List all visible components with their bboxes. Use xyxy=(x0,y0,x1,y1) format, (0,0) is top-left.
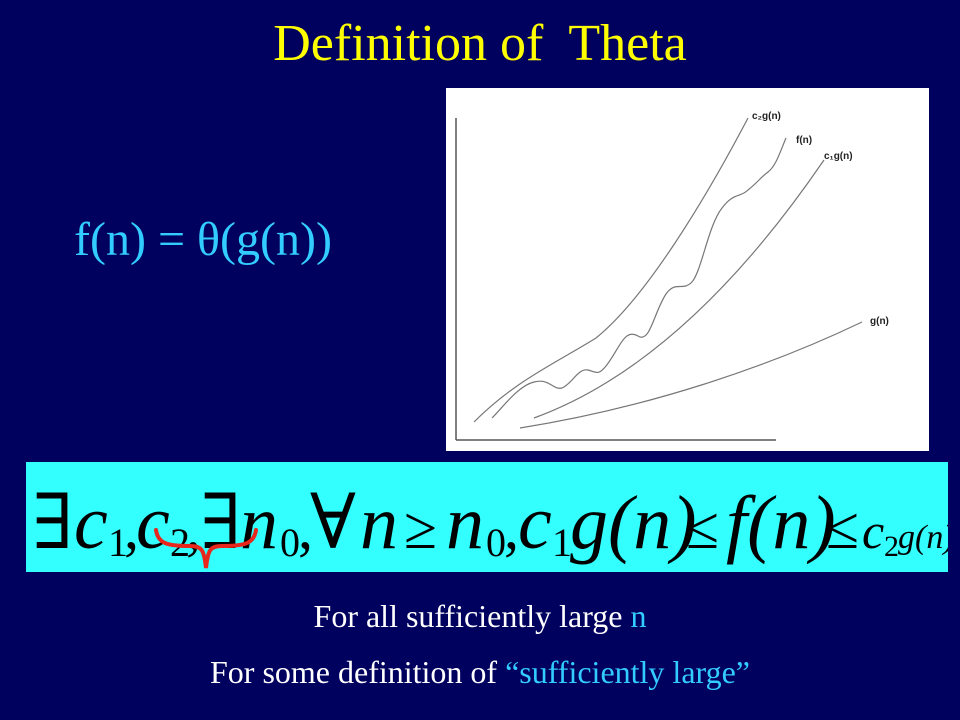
f-curve xyxy=(491,137,787,419)
c2g-curve xyxy=(473,117,749,423)
c1g-label: c₁g(n) xyxy=(824,151,853,162)
n0b-subscript: 0 xyxy=(486,520,506,565)
comma-4: , xyxy=(504,495,519,561)
g-of-n-2: g(n) xyxy=(898,519,948,556)
forall-symbol: ∀ xyxy=(310,481,356,565)
exists-symbol-2: ∃ xyxy=(200,481,241,565)
line2-text: For some definition of xyxy=(209,654,506,690)
n-symbol: n xyxy=(360,481,398,565)
n0b-symbol: n xyxy=(446,481,484,565)
line2-quote: “sufficiently large” xyxy=(505,654,750,690)
leq-symbol-2: ≤ xyxy=(826,495,859,561)
c2-symbol: c xyxy=(136,481,170,565)
c1b-symbol: c xyxy=(518,481,552,565)
line1-variable: n xyxy=(630,598,647,634)
c2b-symbol: c xyxy=(862,503,884,559)
n0-symbol: n xyxy=(240,481,278,565)
g-label: g(n) xyxy=(870,316,889,327)
f-of-n: f(n) xyxy=(726,481,836,565)
slide-title: Definition of Theta xyxy=(273,15,687,72)
brace-icon xyxy=(154,528,258,569)
definition-box: ∃ c 1 , c 2 , ∃ n 0 , ∀ n ≥ n 0 , c 1 g(… xyxy=(26,462,948,572)
n0-subscript: 0 xyxy=(280,520,300,565)
c1b-subscript: 1 xyxy=(552,520,572,565)
theta-formula: f(n) = θ(g(n)) xyxy=(74,213,332,266)
theta-graph: c₂g(n) f(n) c₁g(n) g(n) xyxy=(446,88,929,451)
comma-3: , xyxy=(298,495,313,561)
c2g-label: c₂g(n) xyxy=(752,111,781,122)
definition-svg: ∃ c 1 , c 2 , ∃ n 0 , ∀ n ≥ n 0 , c 1 g(… xyxy=(32,481,948,565)
c1g-curve xyxy=(533,159,825,419)
f-label: f(n) xyxy=(796,135,812,146)
c1-subscript: 1 xyxy=(108,520,128,565)
comma-1: , xyxy=(124,495,139,561)
geq-symbol: ≥ xyxy=(404,495,437,561)
g-of-n-1: g(n) xyxy=(570,481,697,565)
definition-note-line: For some definition of “sufficiently lar… xyxy=(0,654,960,691)
c1-symbol: c xyxy=(74,481,108,565)
exists-symbol-1: ∃ xyxy=(32,481,73,565)
g-curve xyxy=(519,321,863,429)
line1-text: For all sufficiently large xyxy=(313,598,631,634)
graph-svg: c₂g(n) f(n) c₁g(n) g(n) xyxy=(455,111,889,441)
c2-subscript: 2 xyxy=(170,520,190,565)
leq-symbol-1: ≤ xyxy=(686,495,719,561)
c2b-subscript: 2 xyxy=(884,530,899,563)
sufficiently-large-line: For all sufficiently large n xyxy=(0,598,960,635)
